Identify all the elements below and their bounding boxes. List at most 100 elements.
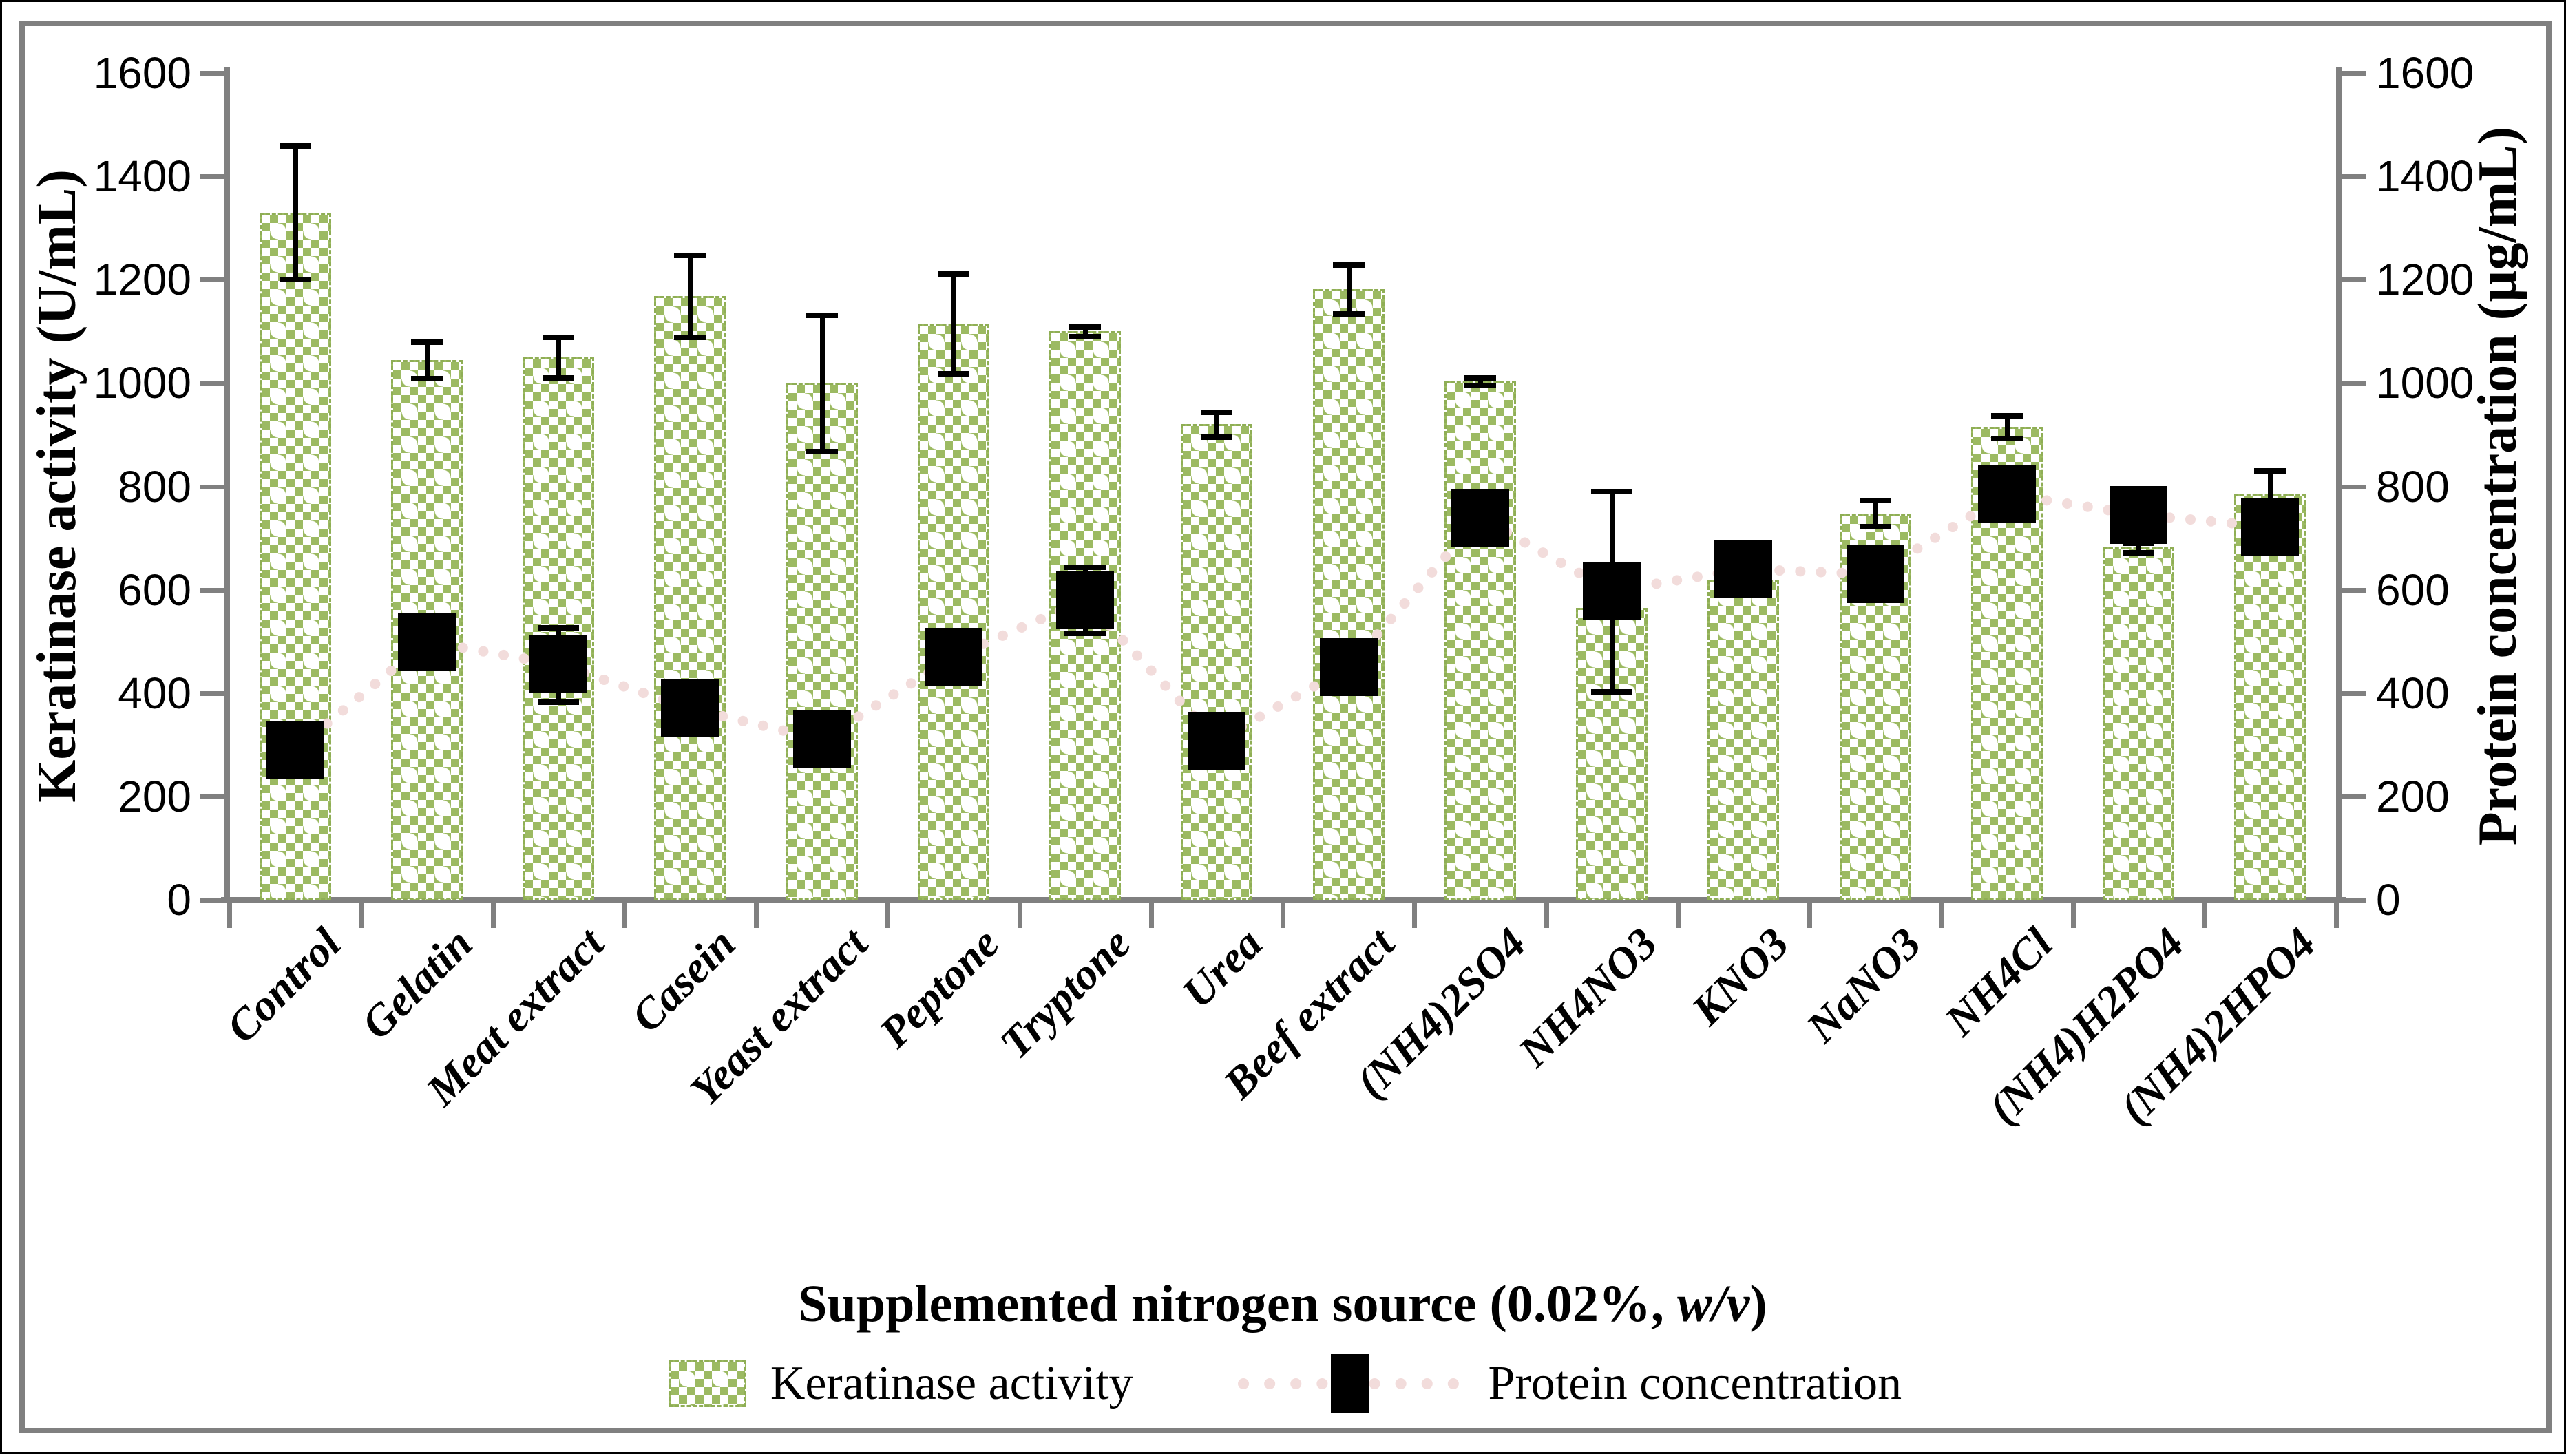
legend-item-keratinase: Keratinase activity	[668, 1356, 1133, 1411]
bar-error-bar	[819, 314, 825, 452]
bar-error-bar	[1214, 411, 1220, 438]
error-cap	[674, 253, 706, 259]
x-tick-mark	[1412, 903, 1418, 928]
error-cap	[1069, 324, 1102, 330]
protein-marker	[2241, 498, 2300, 556]
protein-marker	[1188, 711, 1246, 770]
bar-error-bar	[688, 255, 693, 338]
y-tick-label-right: 200	[2376, 771, 2450, 821]
x-tick-mark	[1807, 903, 1812, 928]
protein-marker	[924, 628, 982, 686]
x-tick-mark	[2070, 903, 2076, 928]
legend-item-protein: Protein concentration	[1237, 1346, 1902, 1422]
error-cap	[1201, 409, 1233, 415]
y-tick-mark-right	[2341, 484, 2366, 489]
keratinase-bar	[2103, 547, 2175, 900]
x-tick-mark	[359, 903, 364, 928]
error-cap	[410, 375, 443, 381]
protein-marker	[1977, 465, 2036, 523]
bar-error-bar	[2004, 414, 2010, 439]
y-tick-label-left: 1200	[93, 255, 191, 305]
x-tick-mark	[1544, 903, 1549, 928]
error-cap	[1201, 434, 1233, 441]
bar-error-bar	[1477, 377, 1483, 386]
y-tick-label-right: 0	[2376, 875, 2401, 925]
bar-error-bar	[556, 336, 562, 378]
protein-marker	[2110, 485, 2168, 544]
y-tick-mark-left	[200, 277, 225, 283]
y-tick-mark-left	[200, 484, 225, 489]
error-cap	[410, 339, 443, 345]
legend-label-protein: Protein concentration	[1488, 1357, 1902, 1410]
protein-marker	[1451, 488, 1509, 547]
y-tick-label-left: 1400	[93, 151, 191, 202]
y-tick-label-left: 800	[118, 461, 191, 511]
protein-marker	[1319, 638, 1378, 697]
error-cap	[1591, 689, 1633, 695]
legend-label-keratinase: Keratinase activity	[770, 1357, 1133, 1410]
y-axis-line-left	[224, 67, 230, 903]
y-tick-mark-left	[200, 794, 225, 799]
y-tick-label-left: 0	[167, 875, 191, 925]
keratinase-bar	[1312, 288, 1385, 900]
error-cap	[674, 335, 706, 341]
y-tick-mark-right	[2341, 898, 2366, 903]
protein-marker	[1583, 562, 1641, 620]
bar-error-bar	[1083, 326, 1089, 337]
keratinase-bar	[786, 383, 858, 900]
error-cap	[2123, 549, 2155, 556]
error-cap	[1332, 310, 1365, 317]
protein-marker	[1056, 571, 1115, 629]
x-axis-title-italic: w/v	[1676, 1275, 1750, 1333]
x-tick-mark	[622, 903, 627, 928]
protein-marker	[661, 679, 719, 738]
error-cap	[1064, 631, 1106, 637]
keratinase-legend-swatch-icon	[668, 1360, 746, 1407]
keratinase-bar	[917, 324, 989, 900]
y-tick-mark-left	[200, 587, 225, 593]
bar-error-bar	[951, 273, 956, 374]
error-cap	[279, 143, 311, 149]
protein-legend-swatch-icon	[1237, 1346, 1464, 1422]
chart-frame	[19, 21, 2552, 1433]
error-cap	[1069, 333, 1102, 339]
bar-error-bar	[1346, 264, 1352, 314]
y-tick-mark-left	[200, 690, 225, 696]
y-tick-label-right: 400	[2376, 668, 2450, 718]
error-cap	[538, 699, 580, 705]
protein-marker	[1846, 545, 1904, 604]
y-tick-mark-right	[2341, 277, 2366, 283]
error-cap	[279, 277, 311, 283]
x-tick-mark	[2334, 903, 2339, 928]
y-tick-label-left: 400	[118, 668, 191, 718]
x-axis-title: Supplemented nitrogen source (0.02%, w/v…	[456, 1274, 2109, 1334]
y-tick-mark-right	[2341, 381, 2366, 386]
bar-error-bar	[2136, 542, 2142, 553]
keratinase-bar	[259, 212, 331, 900]
y-tick-mark-right	[2341, 174, 2366, 180]
protein-marker	[397, 612, 456, 671]
x-axis-title-prefix: Supplemented nitrogen source (0.02%,	[798, 1275, 1677, 1333]
x-tick-mark	[885, 903, 891, 928]
y-tick-mark-right	[2341, 794, 2366, 799]
error-cap	[1990, 436, 2023, 442]
error-cap	[1859, 498, 1891, 504]
protein-marker	[266, 721, 324, 779]
x-tick-mark	[2202, 903, 2207, 928]
y-tick-mark-right	[2341, 690, 2366, 696]
y-tick-label-right: 800	[2376, 461, 2450, 511]
y-tick-mark-left	[200, 174, 225, 180]
bar-error-bar	[424, 341, 430, 379]
x-axis-line	[221, 897, 2346, 903]
keratinase-bar	[654, 296, 726, 900]
x-tick-mark	[1017, 903, 1022, 928]
protein-marker	[792, 710, 851, 769]
error-cap	[937, 370, 969, 377]
y-tick-label-left: 600	[118, 565, 191, 615]
x-tick-mark	[1939, 903, 1944, 928]
y-tick-label-left: 1000	[93, 358, 191, 408]
y-tick-mark-right	[2341, 587, 2366, 593]
keratinase-bar	[1444, 381, 1516, 900]
